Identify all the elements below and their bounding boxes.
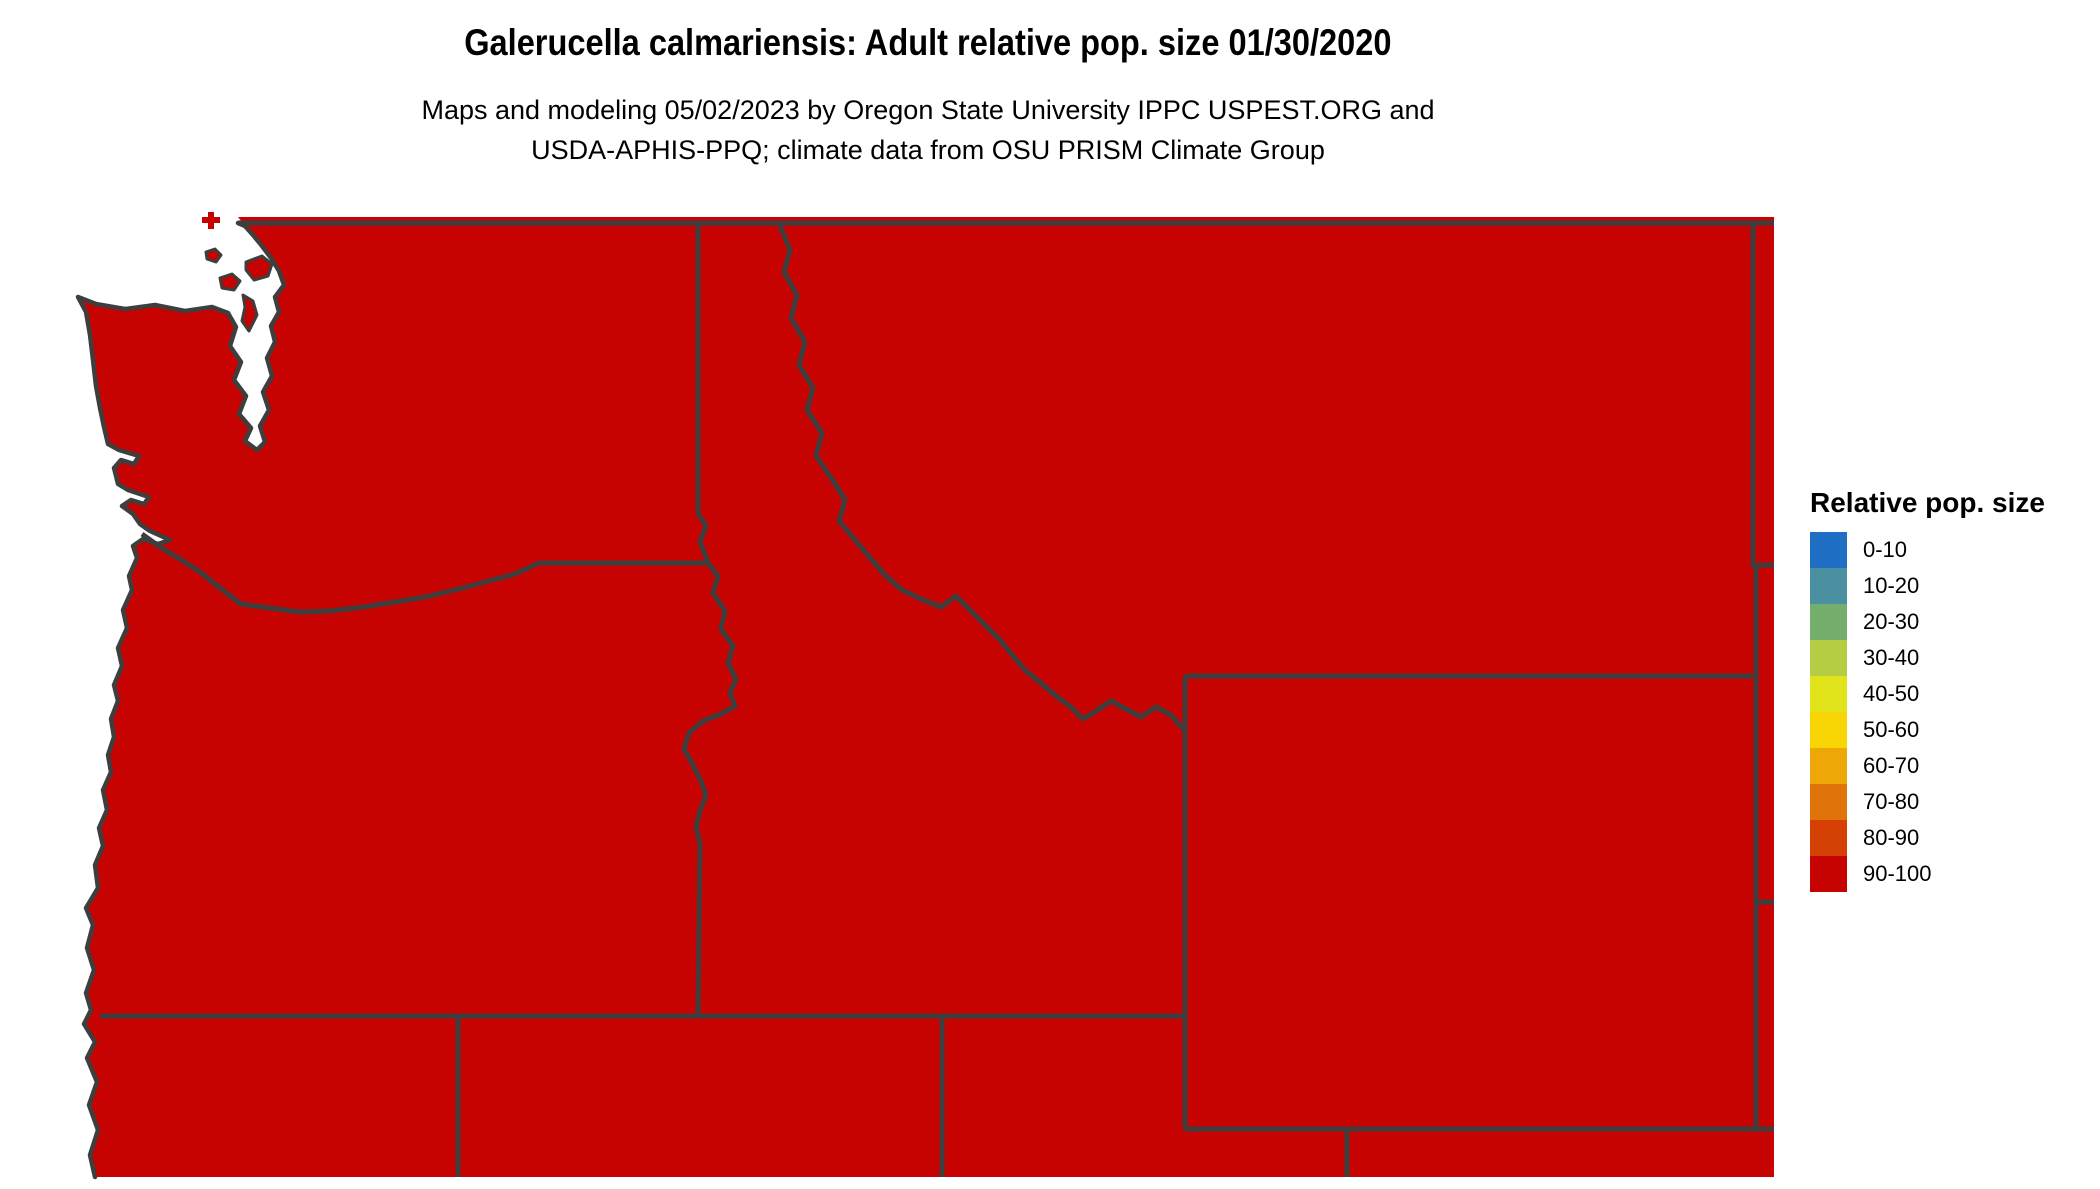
legend-row: 10-20 <box>1810 568 2045 604</box>
legend-label: 90-100 <box>1863 861 1932 886</box>
legend-swatch <box>1810 604 1847 640</box>
legend-row: 70-80 <box>1810 784 2045 820</box>
legend-row: 80-90 <box>1810 820 2045 856</box>
legend-row: 20-30 <box>1810 604 2045 640</box>
legend-row: 90-100 <box>1810 856 2045 892</box>
legend-swatch <box>1810 640 1847 676</box>
legend-label: 50-60 <box>1863 717 1920 742</box>
island <box>218 272 242 292</box>
legend-label: 10-20 <box>1863 573 1920 598</box>
legend-swatch <box>1810 712 1847 748</box>
legend-label: 0-10 <box>1863 537 1908 562</box>
legend-title: Relative pop. size <box>1810 487 2045 518</box>
legend-row: 30-40 <box>1810 640 2045 676</box>
legend-row: 40-50 <box>1810 676 2045 712</box>
legend-swatch <box>1810 568 1847 604</box>
landmass <box>78 212 1774 1177</box>
islands <box>204 247 274 333</box>
legend-label: 60-70 <box>1863 753 1920 778</box>
legend-swatch <box>1810 748 1847 784</box>
state-borders <box>100 220 1774 1177</box>
legend-label: 70-80 <box>1863 789 1920 814</box>
coastline <box>75 220 287 1180</box>
subtitle-line-1: Maps and modeling 05/02/2023 by Oregon S… <box>421 95 1435 125</box>
legend-entries: 0-10 10-20 20-30 30-40 40-50 50-60 60-70… <box>1810 532 2045 892</box>
title-block: Galerucella calmariensis: Adult relative… <box>0 22 1856 64</box>
legend-swatch <box>1810 856 1847 892</box>
legend-row: 50-60 <box>1810 712 2045 748</box>
legend-row: 0-10 <box>1810 532 2045 568</box>
subtitle-line-2: USDA-APHIS-PPQ; climate data from OSU PR… <box>531 135 1325 165</box>
legend-swatch <box>1810 676 1847 712</box>
island <box>204 247 223 264</box>
page-title: Galerucella calmariensis: Adult relative… <box>464 22 1392 63</box>
legend-swatch <box>1810 784 1847 820</box>
island <box>244 254 274 282</box>
point-roberts-speck <box>202 212 220 229</box>
legend: Relative pop. size 0-10 10-20 20-30 30-4… <box>1810 487 2045 892</box>
legend-label: 30-40 <box>1863 645 1920 670</box>
subtitle-block: Maps and modeling 05/02/2023 by Oregon S… <box>0 90 1856 170</box>
legend-label: 80-90 <box>1863 825 1920 850</box>
landmass-shape <box>78 217 1774 1177</box>
legend-label: 20-30 <box>1863 609 1920 634</box>
legend-swatch <box>1810 532 1847 568</box>
island <box>240 293 259 333</box>
legend-swatch <box>1810 820 1847 856</box>
legend-row: 60-70 <box>1810 748 2045 784</box>
legend-label: 40-50 <box>1863 681 1920 706</box>
